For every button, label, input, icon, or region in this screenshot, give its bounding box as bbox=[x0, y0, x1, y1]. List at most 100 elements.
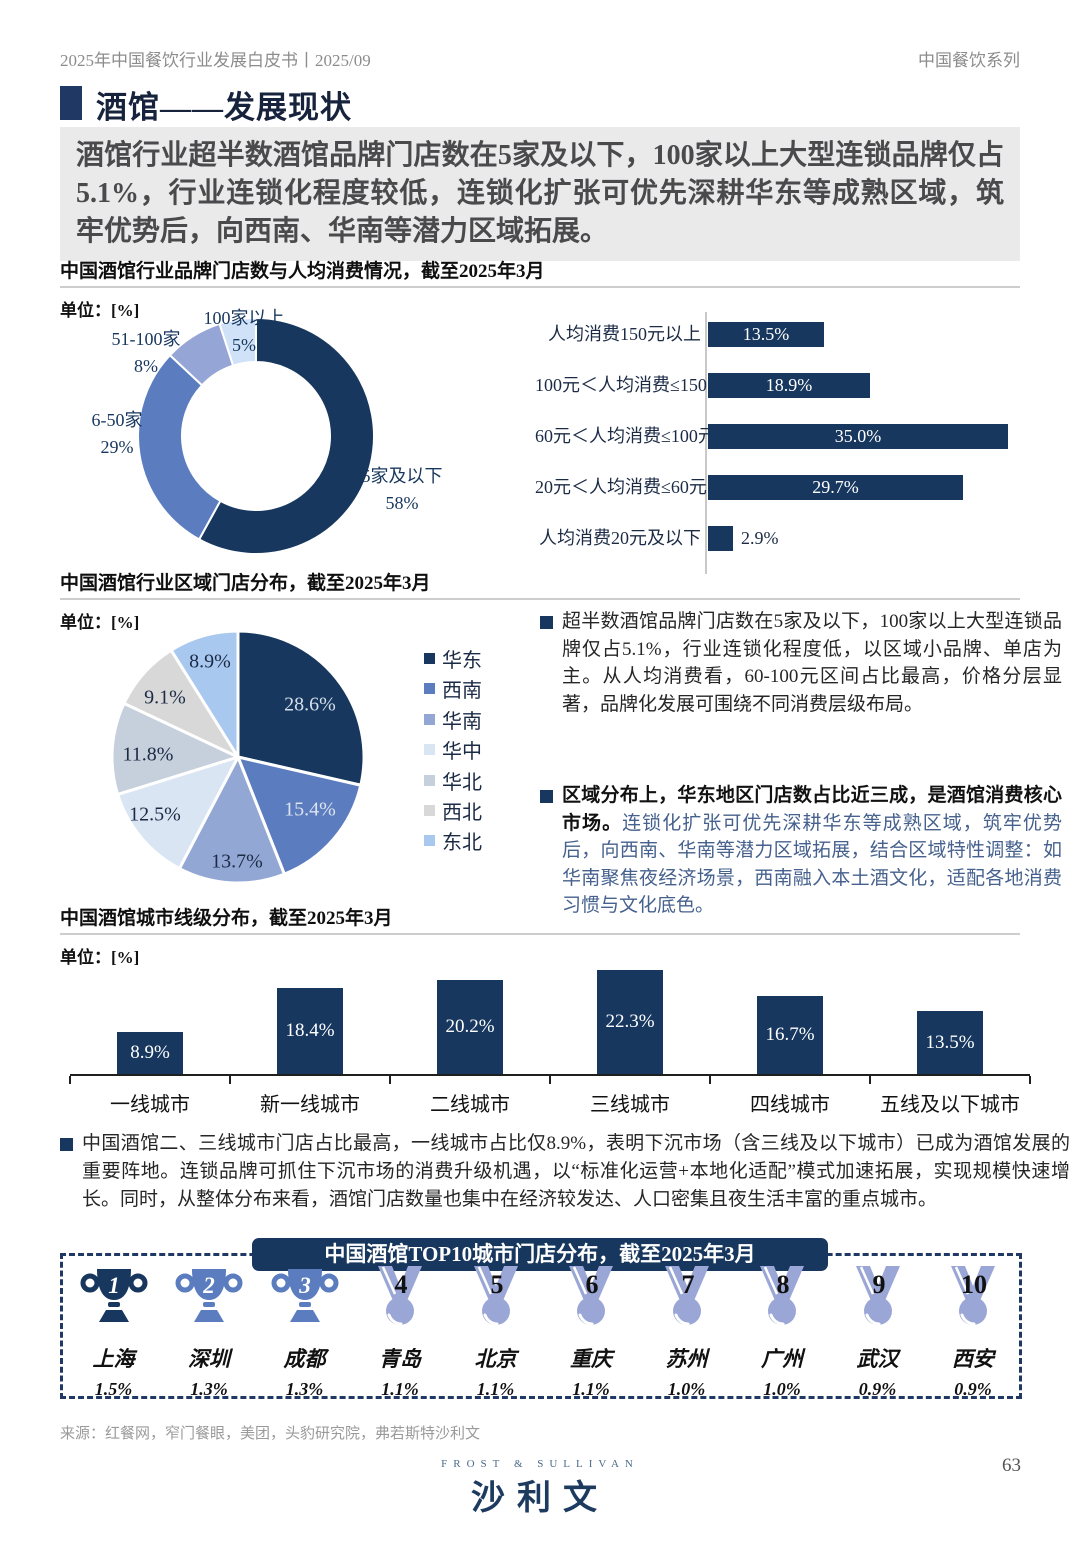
rank-city-value-成都: 1.3% bbox=[285, 1379, 324, 1399]
hbar-label-3: 20元＜人均消费≤60元 bbox=[535, 477, 707, 497]
region-pie-chart bbox=[110, 629, 366, 885]
vbar-bar-一线城市: 8.9% bbox=[117, 1032, 183, 1074]
legend-swatch-华中 bbox=[424, 744, 435, 756]
rank-cell-重庆: 6 重庆 1.1% bbox=[544, 1266, 639, 1400]
vbar-category-一线城市: 一线城市 bbox=[110, 1094, 190, 1116]
medal-icon-rank-4: 4 bbox=[378, 1266, 422, 1326]
donut-label-6-50家: 6-50家 29% bbox=[91, 410, 143, 457]
vbar-axis-tick bbox=[549, 1076, 551, 1084]
rank-city-value-苏州: 1.0% bbox=[667, 1379, 706, 1399]
section2-title: 中国酒馆行业区域门店分布，截至2025年3月 bbox=[60, 573, 431, 594]
pie-value-label-华北: 11.8% bbox=[122, 743, 174, 766]
bullet2-text: 区域分布上，华东地区门店数占比近三成，是酒馆消费核心市场。连锁化扩张可优先深耕华… bbox=[562, 782, 1062, 920]
hbar-bar-4 bbox=[708, 526, 733, 551]
legend-item-华东: 华东 bbox=[424, 644, 482, 673]
rank-cell-武汉: 9 武汉 0.9% bbox=[830, 1266, 925, 1400]
vbar-bar-二线城市: 20.2% bbox=[437, 980, 503, 1074]
donut-label-51-100家: 51-100家 8% bbox=[111, 329, 181, 376]
legend-label-华中: 华中 bbox=[442, 741, 482, 764]
rank-cell-西安: 10 西安 0.9% bbox=[926, 1266, 1021, 1400]
hbar-value-2: 35.0% bbox=[834, 426, 882, 446]
legend-label-西南: 西南 bbox=[442, 680, 482, 703]
section2-divider bbox=[60, 598, 1020, 600]
section1-divider bbox=[60, 286, 1020, 288]
legend-label-西北: 西北 bbox=[442, 802, 482, 824]
vbar-category-四线城市: 四线城市 bbox=[750, 1094, 830, 1116]
vbar-bar-三线城市: 22.3% bbox=[597, 970, 663, 1074]
pie-slice-华中 bbox=[116, 755, 240, 871]
hbar-axis-line bbox=[705, 312, 707, 574]
medal-icon-rank-9: 9 bbox=[855, 1266, 900, 1326]
pie-value-label-西南: 15.4% bbox=[284, 798, 336, 821]
bullet2-bold-text: 区域分布上，华东地区门店数占比近三成，是酒馆消费核心市场。 bbox=[562, 785, 1062, 834]
legend-item-东北: 东北 bbox=[424, 826, 482, 855]
pie-slice-华东 bbox=[236, 629, 366, 787]
hbar-bar-2: 35.0% bbox=[708, 424, 1008, 449]
section1-unit: 单位：[%] bbox=[60, 301, 140, 320]
vbar-bar-四线城市: 16.7% bbox=[757, 996, 823, 1074]
header-right: 中国餐饮系列 bbox=[918, 51, 1020, 70]
donut-slice-5家及以下 bbox=[197, 316, 375, 555]
hbar-label-1: 100元＜人均消费≤150元 bbox=[535, 375, 725, 395]
vbar-bar-五线及以下城市: 13.5% bbox=[917, 1011, 983, 1074]
section2-unit: 单位：[%] bbox=[60, 613, 140, 632]
pie-value-label-华南: 13.7% bbox=[211, 850, 263, 873]
vbar-axis-tick bbox=[69, 1076, 71, 1084]
vbar-axis-tick bbox=[709, 1076, 711, 1084]
svg-text:5: 5 bbox=[490, 1270, 503, 1299]
svg-text:8: 8 bbox=[777, 1270, 790, 1299]
hbar-value-3: 29.7% bbox=[812, 477, 859, 497]
bullet3-marker bbox=[60, 1138, 73, 1151]
vbar-category-三线城市: 三线城市 bbox=[590, 1094, 670, 1116]
page-title: 酒馆——发展现状 bbox=[96, 90, 352, 125]
rank-city-value-北京: 1.1% bbox=[476, 1379, 515, 1399]
vbar-value-三线城市: 22.3% bbox=[605, 1011, 655, 1032]
vbar-category-五线及以下城市: 五线及以下城市 bbox=[880, 1094, 1020, 1116]
rank-cell-广州: 8 广州 1.0% bbox=[735, 1266, 830, 1400]
pie-value-label-西北: 9.1% bbox=[144, 686, 186, 709]
pie-value-label-华东: 28.6% bbox=[284, 693, 336, 716]
legend-item-华中: 华中 bbox=[424, 735, 482, 764]
legend-item-华南: 华南 bbox=[424, 705, 482, 734]
vbar-axis-tick bbox=[869, 1076, 871, 1084]
pie-slice-东北 bbox=[169, 629, 240, 759]
hbar-value-0: 13.5% bbox=[742, 324, 790, 344]
hbar-bar-0: 13.5% bbox=[708, 322, 824, 347]
hbar-label-2: 60元＜人均消费≤100元 bbox=[535, 426, 716, 446]
legend-item-西北: 西北 bbox=[424, 796, 482, 825]
legend-label-华南: 华南 bbox=[442, 710, 482, 733]
section3-divider bbox=[60, 933, 1020, 935]
donut-slice-100家以上 bbox=[218, 316, 257, 367]
donut-chart bbox=[137, 316, 375, 555]
vbar-value-五线及以下城市: 13.5% bbox=[925, 1031, 975, 1053]
svg-text:6: 6 bbox=[586, 1270, 599, 1299]
medal-icon-rank-6: 6 bbox=[569, 1266, 613, 1326]
pie-slice-西南 bbox=[236, 755, 363, 876]
vbar-value-新一线城市: 18.4% bbox=[285, 1020, 335, 1041]
vbar-value-二线城市: 20.2% bbox=[445, 1016, 495, 1037]
rank-city-name-重庆: 重庆 bbox=[570, 1347, 612, 1371]
rank-city-value-武汉: 0.9% bbox=[858, 1379, 897, 1399]
trophy-icon-rank-3: 3 bbox=[271, 1269, 338, 1322]
section3-title: 中国酒馆城市线级分布，截至2025年3月 bbox=[60, 908, 393, 929]
svg-text:3: 3 bbox=[298, 1273, 311, 1298]
legend-swatch-西北 bbox=[424, 805, 435, 816]
hbar-value-4: 2.9% bbox=[741, 528, 779, 548]
legend-item-西南: 西南 bbox=[424, 674, 482, 703]
logo-english-text: FROST & SULLIVAN bbox=[441, 1458, 639, 1470]
donut-slice-6-50家 bbox=[137, 353, 222, 541]
source-note: 来源：红餐网，窄门餐眼，美团，头豹研究院，弗若斯特沙利文 bbox=[60, 1426, 481, 1442]
city-tier-bar-chart: 8.9% 一线城市 18.4% 新一线城市 20.2% 二线城市 22.3% 三线城市 16.7… bbox=[69, 964, 1031, 1116]
rank-city-value-重庆: 1.1% bbox=[572, 1379, 610, 1399]
pie-value-label-东北: 8.9% bbox=[189, 650, 231, 673]
vbar-value-四线城市: 16.7% bbox=[765, 1024, 815, 1045]
summary-highlight: 酒馆行业超半数酒馆品牌门店数在5家及以下，100家以上大型连锁品牌仅占5.1%，… bbox=[60, 127, 1020, 261]
donut-label-5家及以下: 5家及以下 58% bbox=[361, 466, 443, 513]
rank-cell-苏州: 7 苏州 1.0% bbox=[639, 1266, 734, 1400]
rank-city-value-西安: 0.9% bbox=[954, 1379, 992, 1399]
rank-city-value-深圳: 1.3% bbox=[190, 1379, 228, 1399]
vbar-category-二线城市: 二线城市 bbox=[430, 1094, 510, 1116]
medal-icon-rank-10: 10 bbox=[951, 1266, 995, 1326]
medal-icon-rank-7: 7 bbox=[664, 1266, 709, 1326]
rank-city-value-上海: 1.5% bbox=[94, 1379, 133, 1399]
